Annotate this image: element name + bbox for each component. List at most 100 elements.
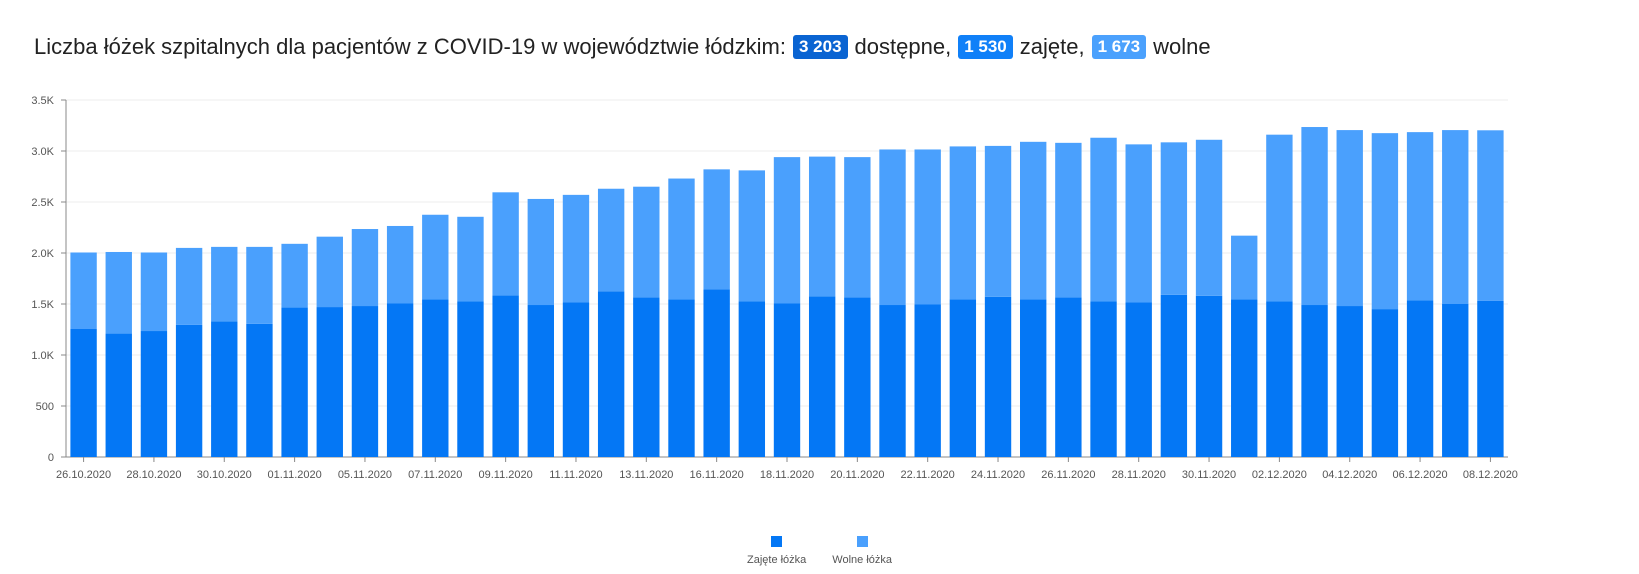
x-tick-label: 20.11.2020 bbox=[830, 469, 884, 481]
bar-free bbox=[457, 216, 484, 302]
y-tick-label: 500 bbox=[36, 401, 54, 413]
chart-header: Liczba łóżek szpitalnych dla pacjentów z… bbox=[34, 32, 1218, 62]
bar-occupied bbox=[844, 297, 871, 457]
bar-occupied bbox=[949, 299, 977, 457]
bar-occupied bbox=[1020, 299, 1047, 457]
available-label: dostępne, bbox=[854, 34, 952, 59]
bar-occupied bbox=[246, 323, 273, 457]
legend-label-occupied: Zajęte łóżka bbox=[746, 554, 807, 566]
occupied-label: zajęte, bbox=[1019, 34, 1085, 59]
bar-free bbox=[1020, 141, 1047, 300]
x-tick-label: 01.11.2020 bbox=[267, 469, 321, 481]
bar-free bbox=[351, 229, 379, 307]
bar-free bbox=[492, 192, 519, 296]
bar-occupied bbox=[1477, 300, 1504, 457]
bar-free bbox=[281, 243, 308, 308]
bar-occupied bbox=[422, 299, 449, 457]
bar-occupied bbox=[1301, 305, 1328, 457]
y-tick-label: 2.0K bbox=[31, 248, 54, 260]
bar-free bbox=[668, 178, 695, 300]
bar-occupied bbox=[457, 301, 484, 457]
bar-free bbox=[211, 246, 238, 322]
y-tick-label: 3.0K bbox=[31, 146, 54, 158]
y-tick-label: 3.5K bbox=[31, 95, 54, 107]
bar-free bbox=[316, 236, 343, 308]
legend-item-occupied[interactable]: Zajęte łóżka bbox=[747, 536, 806, 566]
bar-free bbox=[949, 146, 977, 300]
x-tick-label: 30.11.2020 bbox=[1182, 469, 1236, 481]
bar-occupied bbox=[1231, 299, 1258, 457]
bar-free bbox=[738, 170, 766, 302]
x-tick-label: 08.12.2020 bbox=[1463, 469, 1518, 481]
bar-free bbox=[175, 247, 203, 325]
x-tick-label: 05.11.2020 bbox=[338, 469, 392, 481]
bar-free bbox=[1125, 144, 1152, 303]
bar-occupied bbox=[351, 306, 379, 457]
bar-free bbox=[1336, 130, 1363, 307]
bar-occupied bbox=[1371, 309, 1399, 457]
x-tick-label: 16.11.2020 bbox=[690, 469, 744, 481]
bar-free bbox=[844, 157, 871, 298]
bar-free bbox=[633, 186, 660, 298]
y-tick-label: 1.5K bbox=[31, 299, 54, 311]
bar-occupied bbox=[1125, 302, 1152, 457]
bar-occupied bbox=[1160, 294, 1188, 457]
bar-occupied bbox=[1195, 295, 1223, 457]
bar-occupied bbox=[738, 301, 766, 457]
x-tick-label: 18.11.2020 bbox=[760, 469, 814, 481]
bar-free bbox=[1406, 132, 1434, 301]
x-tick-label: 09.11.2020 bbox=[479, 469, 533, 481]
bar-free bbox=[1195, 139, 1223, 296]
bar-free bbox=[1301, 127, 1328, 306]
bar-occupied bbox=[633, 297, 660, 457]
free-label: wolne bbox=[1153, 34, 1211, 59]
bar-occupied bbox=[211, 321, 238, 457]
bar-occupied bbox=[562, 302, 590, 457]
x-tick-label: 26.11.2020 bbox=[1041, 469, 1095, 481]
bar-occupied bbox=[281, 307, 308, 457]
bar-free bbox=[1055, 142, 1082, 298]
legend-item-free[interactable]: Wolne łóżka bbox=[832, 536, 892, 566]
bar-occupied bbox=[1055, 297, 1082, 457]
bar-free bbox=[527, 198, 554, 306]
bar-free bbox=[773, 157, 801, 304]
bar-occupied bbox=[316, 307, 343, 457]
x-tick-label: 02.12.2020 bbox=[1252, 469, 1307, 481]
bar-free bbox=[984, 145, 1012, 297]
bar-occupied bbox=[1442, 304, 1469, 457]
bar-occupied bbox=[773, 303, 801, 457]
chart-title: Liczba łóżek szpitalnych dla pacjentów z… bbox=[34, 34, 786, 59]
bar-free bbox=[914, 149, 941, 305]
bar-occupied bbox=[703, 289, 730, 457]
bar-free bbox=[879, 149, 906, 306]
bar-occupied bbox=[808, 296, 836, 457]
bar-free bbox=[1477, 130, 1504, 301]
bar-occupied bbox=[527, 305, 554, 457]
bar-free bbox=[703, 169, 730, 290]
x-tick-label: 30.10.2020 bbox=[197, 469, 252, 481]
bar-occupied bbox=[386, 303, 414, 457]
bar-free bbox=[140, 252, 168, 332]
bar-free bbox=[1266, 134, 1293, 302]
bar-free bbox=[105, 251, 132, 334]
bar-occupied bbox=[879, 305, 906, 457]
y-tick-label: 0 bbox=[48, 452, 54, 464]
bar-occupied bbox=[597, 291, 625, 457]
chart-legend: Zajęte łóżka Wolne łóżka bbox=[0, 536, 1639, 566]
bar-occupied bbox=[984, 296, 1012, 457]
free-badge: 1 673 bbox=[1091, 35, 1147, 59]
bar-free bbox=[808, 156, 836, 297]
bar-occupied bbox=[492, 295, 519, 457]
legend-swatch-free bbox=[856, 536, 868, 547]
x-tick-label: 13.11.2020 bbox=[619, 469, 673, 481]
x-tick-label: 28.11.2020 bbox=[1112, 469, 1166, 481]
x-tick-label: 24.11.2020 bbox=[971, 469, 1025, 481]
bar-free bbox=[70, 252, 97, 329]
y-tick-label: 2.5K bbox=[31, 197, 54, 209]
x-tick-label: 07.11.2020 bbox=[408, 469, 462, 481]
bar-free bbox=[1442, 130, 1469, 304]
bar-occupied bbox=[1266, 301, 1293, 457]
x-tick-label: 26.10.2020 bbox=[56, 469, 111, 481]
bar-free bbox=[386, 225, 414, 304]
bar-free bbox=[562, 194, 590, 303]
